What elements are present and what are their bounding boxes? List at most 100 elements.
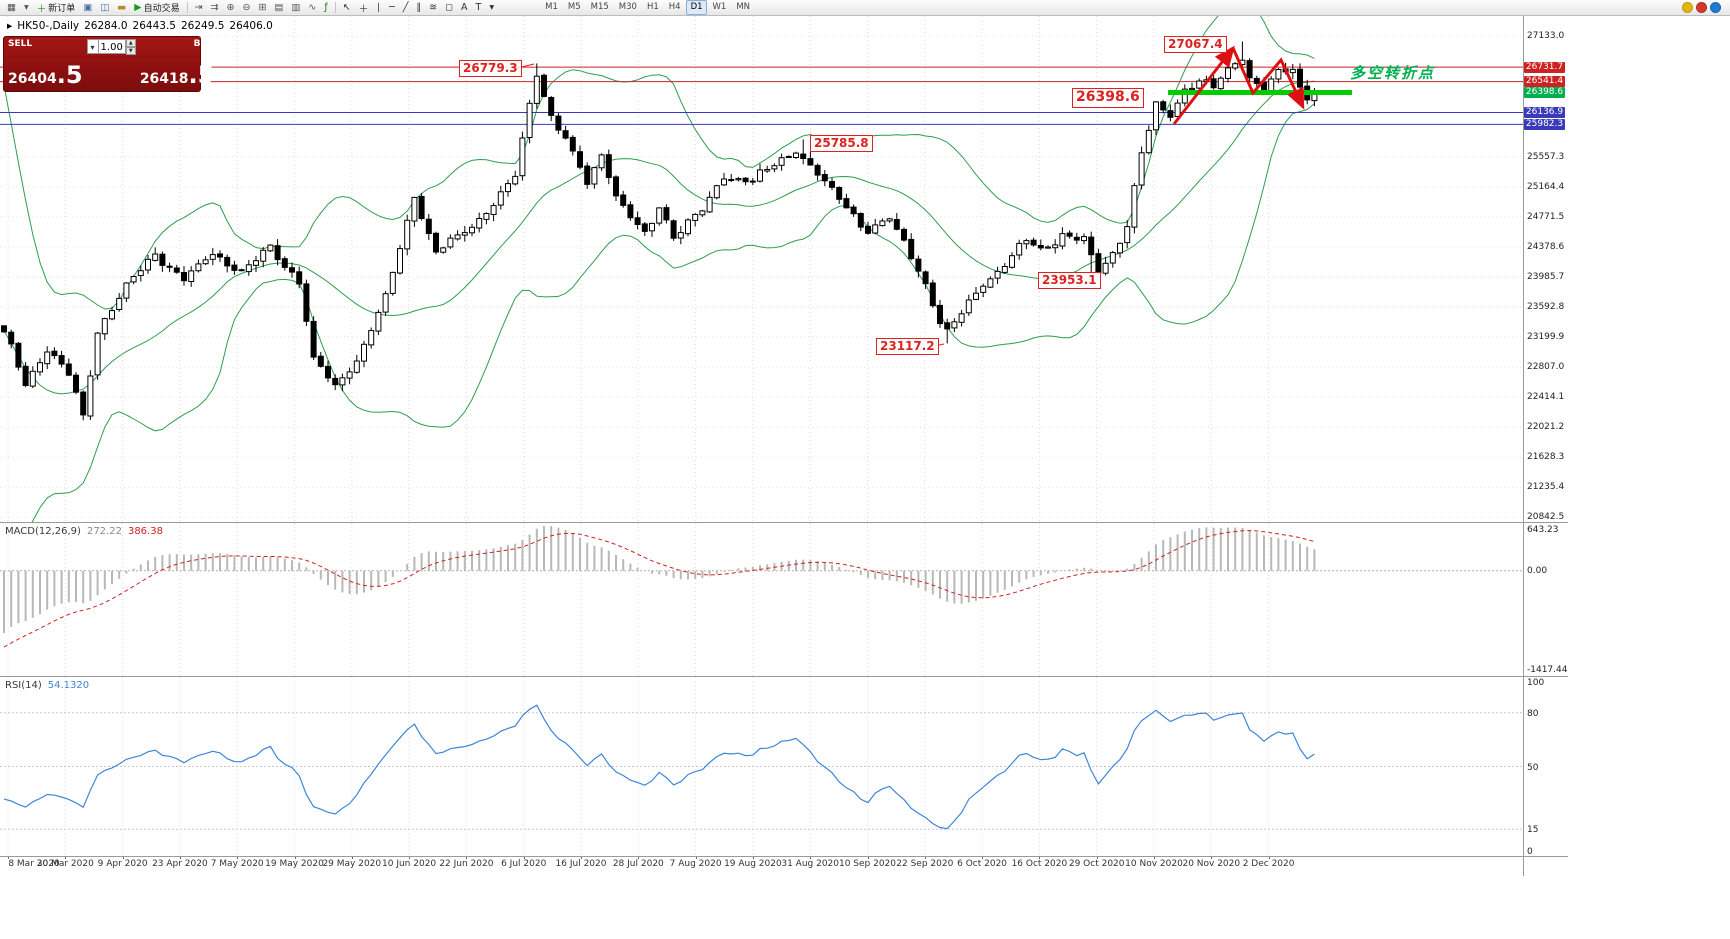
alert-icon[interactable] <box>1682 2 1693 13</box>
turning-point-note[interactable]: 多空转折点 <box>1350 64 1436 82</box>
macd-panel[interactable] <box>0 523 1523 676</box>
sell-price: 26404.5 <box>8 61 83 89</box>
rsi-indicator-label: RSI(14) 54.1320 <box>5 680 89 691</box>
cursor-icon[interactable]: ↖ <box>339 0 354 16</box>
time-axis-tick <box>179 856 181 859</box>
buy-button[interactable]: BUY 26418.5 <box>136 37 219 91</box>
macd-histogram <box>3 526 1316 634</box>
macd-value-1: 272.22 <box>86 526 122 537</box>
chart-symbol-period: HK50-,Daily <box>17 20 80 32</box>
candlestick-chart-icon[interactable]: ▥ <box>288 0 304 16</box>
timeframe-m1-button[interactable]: M1 <box>545 2 558 12</box>
price-annotation[interactable]: 25785.8 <box>810 135 873 152</box>
text-icon[interactable]: A <box>458 0 472 16</box>
sell-button[interactable]: SELL 26404.5 <box>4 37 87 91</box>
new-order-button-label: 新订单 <box>48 4 76 14</box>
price-horizontal-grid <box>0 35 1523 518</box>
price-annotation[interactable]: 26398.6 <box>1072 88 1144 108</box>
macd-axis-max: 643.23 <box>1527 525 1559 535</box>
volume-down-button[interactable]: ▼ <box>125 47 136 55</box>
autotrading-button[interactable]: ▶ 自动交易 <box>131 0 183 16</box>
vertical-line-icon[interactable]: ∣ <box>373 0 385 16</box>
terminal-icon[interactable]: ▬ <box>114 0 130 16</box>
price-axis-label: 22807.0 <box>1527 362 1565 373</box>
chart-low-value: 26249.5 <box>180 20 225 32</box>
price-axis-label: 25164.4 <box>1527 181 1565 192</box>
time-axis-label: 9 Apr 2020 <box>97 859 148 869</box>
toolbar-buttons: ▦ ▾ ＋新订单 ▣ ◫ ▬ ▶ 自动交易 ⇥ ⇉ ⊕ ⊖ ⊞ ▤ ▥ ∿ ƒ ↖ ＋ ∣ ─ ╱ ∥ ≋ ◻ A T ▾ <box>3 0 498 16</box>
time-axis-label: 19 Aug 2020 <box>724 859 782 869</box>
price-annotation[interactable]: 23117.2 <box>876 338 939 355</box>
bar-chart-icon[interactable]: ▤ <box>271 0 287 16</box>
toolbar-separator <box>334 2 336 13</box>
volume-input[interactable]: 1.00 <box>98 39 126 54</box>
price-chart[interactable] <box>0 16 1523 522</box>
candles <box>1 41 1318 421</box>
volume-up-button[interactable]: ▲ <box>125 39 136 47</box>
trendline-icon: ╱ <box>402 2 409 13</box>
timeframe-h1-button[interactable]: H1 <box>646 2 659 12</box>
zoom-out-icon[interactable]: ⊖ <box>239 0 254 16</box>
profiles-dropdown-icon[interactable]: ▾ <box>20 0 32 16</box>
market-watch-icon[interactable]: ▣ <box>80 0 96 16</box>
timeframe-m5-button[interactable]: M5 <box>567 2 581 12</box>
record-icon[interactable] <box>1696 2 1707 13</box>
chart-shift-icon[interactable]: ⇥ <box>191 0 206 16</box>
crosshair-icon[interactable]: ＋ <box>355 0 372 16</box>
price-annotation[interactable]: 23953.1 <box>1038 272 1101 289</box>
time-axis-tick <box>638 856 640 859</box>
time-axis-tick <box>409 856 411 859</box>
indicators-icon[interactable]: ƒ <box>321 0 331 16</box>
trendline-icon[interactable]: ╱ <box>399 0 412 16</box>
rsi-axis-label: 50 <box>1527 762 1539 773</box>
price-axis-label: 24771.5 <box>1527 211 1565 222</box>
arrows-dropdown-icon[interactable]: ▾ <box>486 0 498 16</box>
zoom-out-icon: ⊖ <box>242 2 251 13</box>
time-axis-label: 6 Oct 2020 <box>957 859 1008 869</box>
macd-indicator-label: MACD(12,26,9) 272.22 386.38 <box>5 526 163 537</box>
panel-separator[interactable] <box>0 856 1568 857</box>
navigator-icon[interactable]: ◫ <box>97 0 113 16</box>
zoom-in-icon[interactable]: ⊕ <box>223 0 238 16</box>
timeframe-mn-button[interactable]: MN <box>736 2 751 12</box>
timeframe-w1-button[interactable]: W1 <box>712 2 727 12</box>
time-axis-label: 31 Aug 2020 <box>781 859 840 869</box>
time-axis-tick <box>237 856 239 859</box>
timeframe-d1-button[interactable]: D1 <box>686 0 708 15</box>
chart-close-value: 26406.0 <box>229 20 273 32</box>
panel-separator[interactable] <box>0 522 1568 523</box>
panel-separator[interactable] <box>0 676 1568 677</box>
label-icon[interactable]: T <box>472 0 485 16</box>
trend-arrows[interactable] <box>1172 45 1305 125</box>
new-chart-icon[interactable]: ▦ <box>4 0 20 16</box>
tile-windows-icon[interactable]: ⊞ <box>255 0 270 16</box>
time-axis-tick <box>523 856 525 859</box>
chart-expander-icon[interactable]: ▸ <box>7 20 13 32</box>
horizontal-level-lines <box>0 66 1523 125</box>
fibonacci-icon[interactable]: ≋ <box>426 0 441 16</box>
time-axis-label: 20 Nov 2020 <box>1182 859 1241 869</box>
timeframe-h4-button[interactable]: H4 <box>668 2 681 12</box>
timeframe-m15-button[interactable]: M15 <box>590 2 609 12</box>
volume-dropdown-icon[interactable]: ▾ <box>86 39 99 54</box>
time-axis-tick <box>695 856 697 859</box>
price-annotation[interactable]: 27067.4 <box>1164 36 1227 53</box>
price-annotation[interactable]: 26779.3 <box>459 60 522 77</box>
price-axis-label: 25557.3 <box>1527 151 1565 162</box>
community-icon[interactable] <box>1710 2 1721 13</box>
rsi-panel[interactable] <box>0 677 1523 856</box>
auto-scroll-icon[interactable]: ⇉ <box>207 0 222 16</box>
new-order-button[interactable]: ＋新订单 <box>33 0 79 16</box>
horizontal-line-icon[interactable]: ─ <box>385 0 398 16</box>
line-chart-icon[interactable]: ∿ <box>305 0 320 16</box>
price-level-badge: 26541.4 <box>1524 76 1565 88</box>
channel-icon[interactable]: ∥ <box>413 0 425 16</box>
time-axis-tick <box>294 856 296 859</box>
shapes-icon[interactable]: ◻ <box>442 0 457 16</box>
sell-label: SELL <box>8 39 33 49</box>
time-axis-label: 10 Sep 2020 <box>838 859 897 869</box>
buy-price-main: 26418 <box>139 71 189 87</box>
price-axis-label: 21628.3 <box>1527 452 1565 463</box>
timeframe-m30-button[interactable]: M30 <box>618 2 637 12</box>
price-axis-label: 23199.9 <box>1527 332 1565 342</box>
